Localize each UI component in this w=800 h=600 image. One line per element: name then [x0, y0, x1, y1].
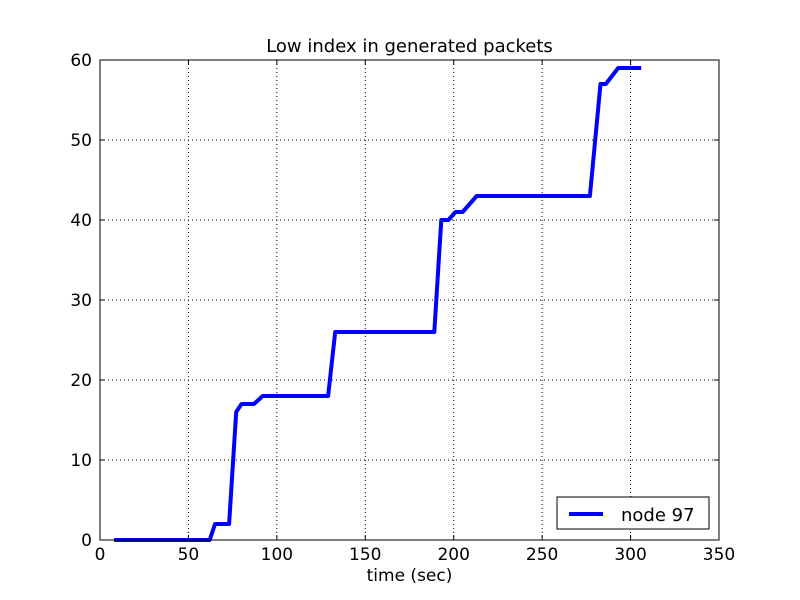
- y-tick-label: 10: [70, 451, 92, 471]
- series-line-0: [114, 66, 642, 542]
- x-tick-label: 200: [437, 545, 469, 565]
- y-tick-label: 40: [70, 211, 92, 231]
- x-tick-label: 150: [349, 545, 381, 565]
- axis-ticks: 0 50 100 150 200 250 300 350 0 10 20 30 40 50 60: [70, 51, 735, 565]
- grid-lines: [100, 60, 719, 540]
- y-tick-label: 0: [81, 531, 92, 551]
- y-tick-label: 60: [70, 51, 92, 71]
- x-tick-label: 250: [526, 545, 558, 565]
- x-tick-label: 300: [614, 545, 646, 565]
- y-tick-label: 30: [70, 291, 92, 311]
- legend-label-node-97: node 97: [621, 505, 695, 526]
- x-tick-label: 100: [261, 545, 293, 565]
- series-layer: [114, 66, 642, 542]
- legend: node 97: [556, 496, 710, 530]
- chart-title: Low index in generated packets: [266, 36, 553, 57]
- x-tick-label: 0: [95, 545, 106, 565]
- x-tick-label: 350: [703, 545, 735, 565]
- y-tick-label: 50: [70, 131, 92, 151]
- x-axis-label: time (sec): [367, 566, 453, 586]
- x-tick-label: 50: [178, 545, 200, 565]
- y-tick-label: 20: [70, 371, 92, 391]
